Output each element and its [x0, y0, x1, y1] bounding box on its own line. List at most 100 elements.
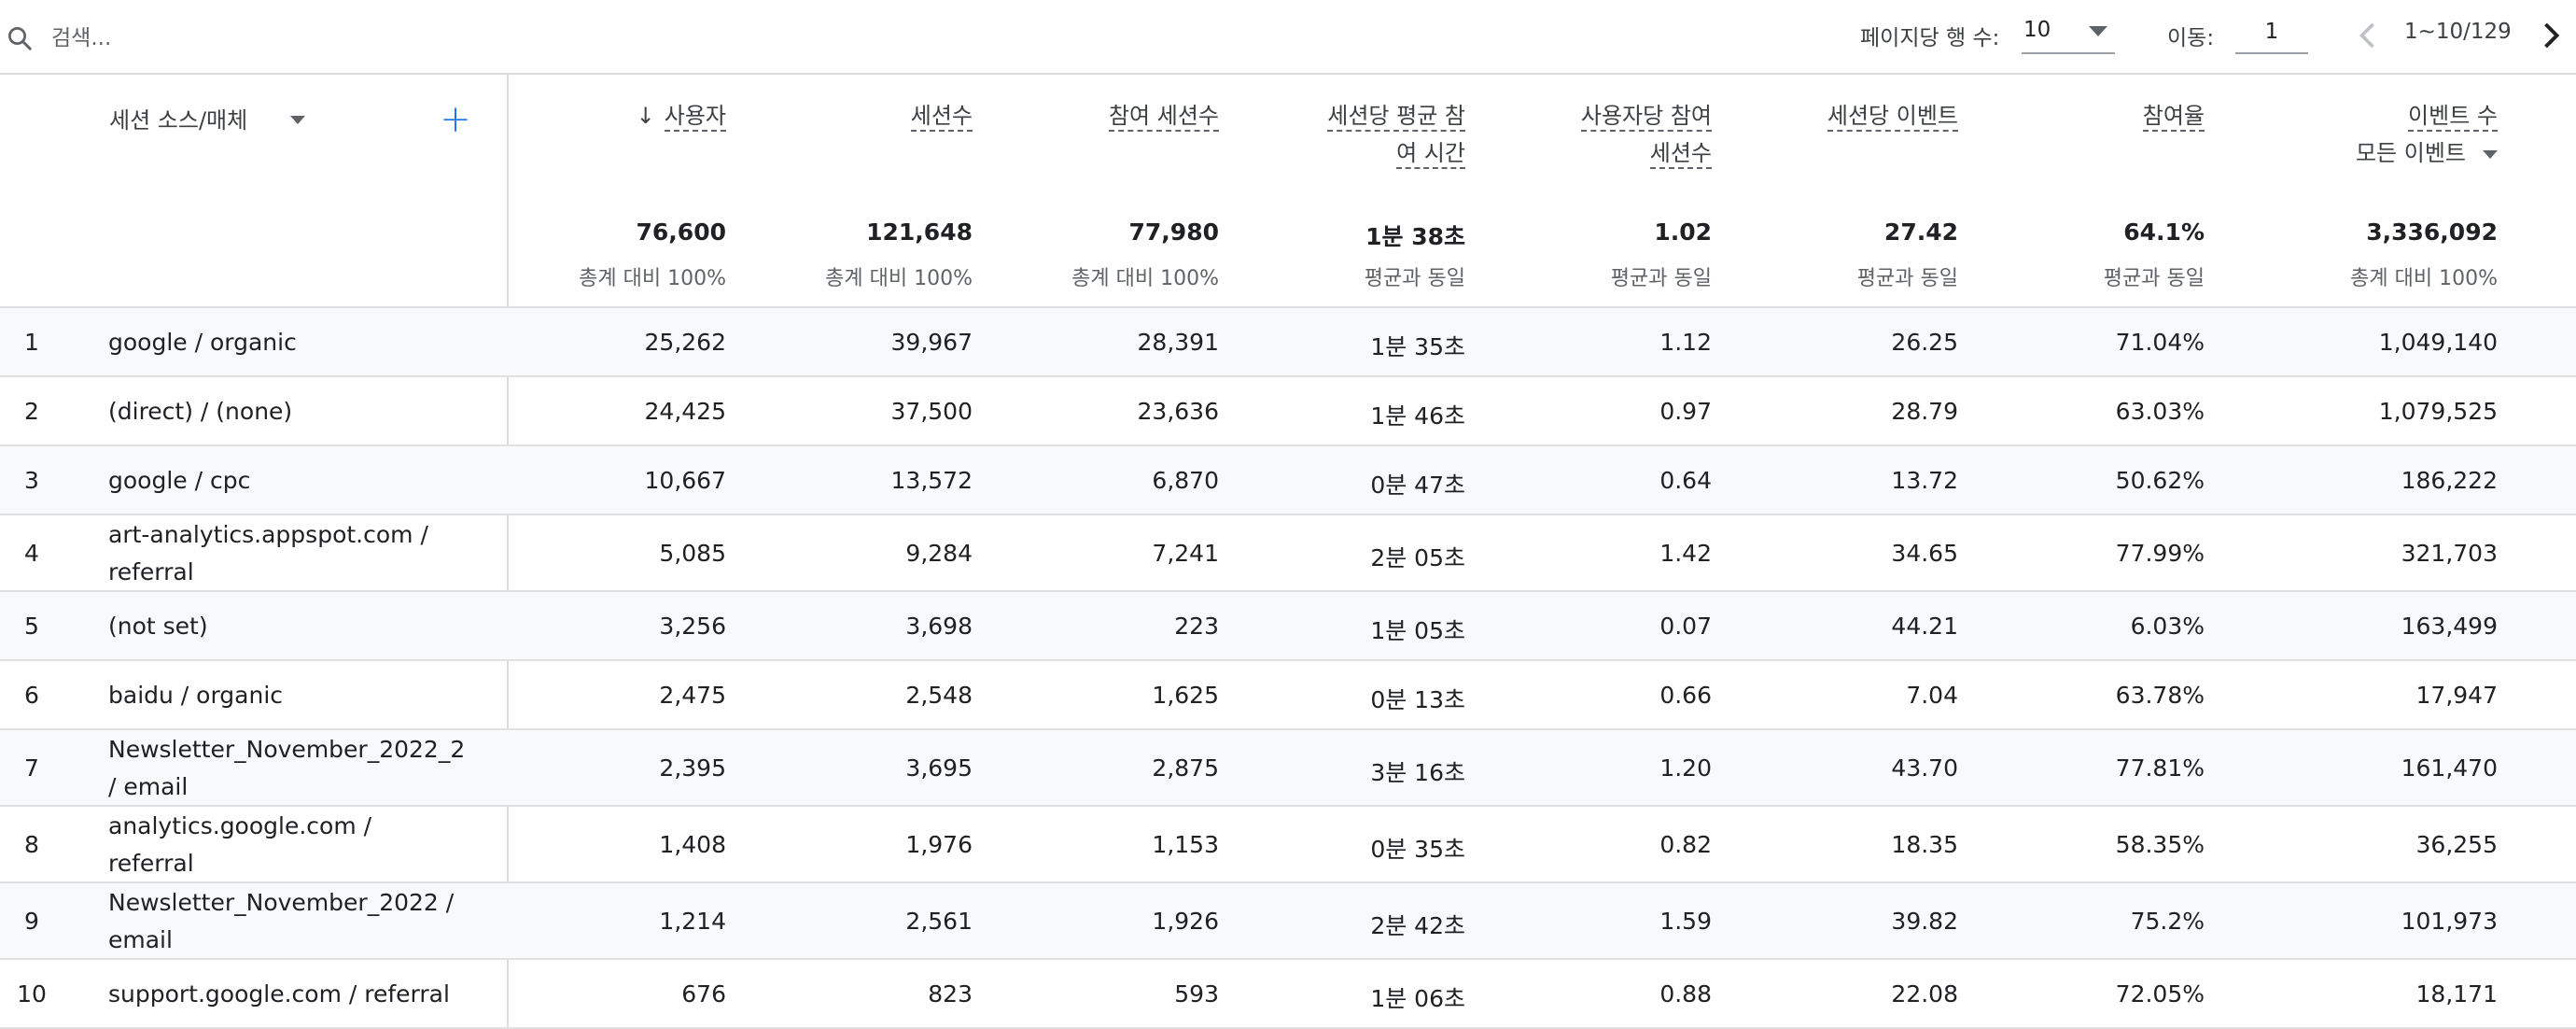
- row-dimension-value: art-analytics.appspot.com / referral: [108, 521, 428, 585]
- table-row[interactable]: 9 Newsletter_November_2022 /email 1,214 2,5…: [0, 881, 2576, 960]
- metric-cell: 63.78%: [2115, 682, 2205, 709]
- metric-cell: 13.72: [1891, 467, 1958, 494]
- metric-cell: 18,171: [2415, 980, 2498, 1008]
- arrow-down-icon[interactable]: ↓: [636, 103, 655, 129]
- goto-page-input[interactable]: [2235, 11, 2308, 54]
- metric-header-label: 참여율: [1981, 97, 2205, 134]
- metric-header-label: ↓ 사용자: [502, 97, 726, 134]
- metric-cell: 7.04: [1906, 682, 1958, 709]
- metric-header-label: 참여 세션수: [995, 97, 1219, 134]
- metric-header-label-line2: 여 시간: [1241, 134, 1465, 172]
- metric-header-3[interactable]: 참여 세션수: [995, 97, 1219, 134]
- rows-per-page-label: 페이지당 행 수:: [1860, 26, 2000, 50]
- metric-total-value: 76,600: [636, 218, 726, 246]
- metric-total-value: 121,648: [866, 218, 973, 246]
- metric-header-2[interactable]: 세션수: [749, 97, 973, 134]
- metric-cell: 6.03%: [2130, 613, 2205, 640]
- row-dimension-value: analytics.google.com / referral: [108, 812, 372, 877]
- dimension-dropdown-icon[interactable]: [290, 116, 305, 124]
- table-row[interactable]: 2 (direct) / (none) 24,425 37,500 23,636 1분 4…: [0, 375, 2576, 446]
- metric-total-subtext: 총계 대비 100%: [1071, 267, 1219, 290]
- metric-cell: 1,408: [659, 831, 726, 858]
- table-row[interactable]: 3 google / cpc 10,667 13,572 6,870 0분 47초 0.64…: [0, 444, 2576, 515]
- event-filter-value: 모든 이벤트: [2355, 140, 2466, 166]
- metric-cell: 823: [928, 980, 973, 1008]
- metric-cell: 3,698: [905, 613, 973, 640]
- metric-cell: 1.42: [1659, 540, 1712, 567]
- metric-total-subtext: 총계 대비 100%: [579, 267, 726, 290]
- dropdown-caret-icon: [2483, 149, 2498, 159]
- chevron-right-icon[interactable]: [2533, 17, 2567, 54]
- chevron-left-icon[interactable]: [2352, 17, 2386, 54]
- metric-cell: 28.79: [1891, 398, 1958, 425]
- search-input[interactable]: 검색...: [51, 26, 112, 50]
- metric-cell: 0분 47초: [1370, 472, 1465, 499]
- metric-cell: 39,967: [890, 329, 973, 356]
- toolbar-divider: [0, 73, 2576, 75]
- event-filter-select[interactable]: 모든 이벤트: [2274, 134, 2498, 172]
- metric-total-subtext: 총계 대비 100%: [2350, 267, 2498, 290]
- metric-cell: 186,222: [2401, 467, 2498, 494]
- table-bottom-divider: [0, 1027, 2576, 1029]
- metric-cell: 36,255: [2415, 831, 2498, 858]
- row-number: 3: [24, 467, 39, 494]
- metric-cell: 5,085: [659, 540, 726, 567]
- table-row[interactable]: 8 analytics.google.com / referral 1,408 1,97…: [0, 805, 2576, 883]
- metric-header-text: 사용자: [664, 103, 726, 132]
- metric-header-label: 이벤트 수: [2274, 97, 2498, 134]
- metric-cell: 1,049,140: [2378, 329, 2498, 356]
- metric-header-7[interactable]: 참여율: [1981, 97, 2205, 134]
- metric-cell: 2분 05초: [1370, 544, 1465, 571]
- metric-header-text: 세션당 평균 참: [1327, 103, 1465, 132]
- metric-header-text: 참여율: [2142, 103, 2205, 132]
- row-number: 5: [24, 613, 39, 640]
- metric-cell: 1.59: [1659, 908, 1712, 935]
- table-row[interactable]: 1 google / organic 25,262 39,967 28,391 1분 35…: [0, 306, 2576, 377]
- metric-cell: 77.99%: [2115, 540, 2205, 567]
- metric-cell: 13,572: [890, 467, 973, 494]
- metric-cell: 0.07: [1659, 613, 1712, 640]
- table-row[interactable]: 6 baidu / organic 2,475 2,548 1,625 0분 13초 0.6…: [0, 659, 2576, 730]
- metric-header-text: 사용자당 참여: [1580, 103, 1712, 132]
- metric-cell: 223: [1174, 613, 1219, 640]
- metric-header-label: 세션수: [749, 97, 973, 134]
- metric-total-value: 27.42: [1883, 218, 1958, 246]
- metric-cell: 43.70: [1891, 754, 1958, 782]
- metric-cell: 3,256: [659, 613, 726, 640]
- metric-cell: 63.03%: [2115, 398, 2205, 425]
- row-dimension-value: google / organic: [108, 329, 297, 356]
- metric-header-6[interactable]: 세션당 이벤트: [1734, 97, 1958, 134]
- metric-header-label: 사용자당 참여: [1488, 97, 1712, 134]
- metric-cell: 7,241: [1152, 540, 1219, 567]
- add-dimension-button[interactable]: +: [440, 98, 471, 141]
- table-row[interactable]: 5 (not set) 3,256 3,698 223 1분 05초 0.07 44.21 6.…: [0, 590, 2576, 661]
- row-dimension-value: google / cpc: [108, 467, 251, 494]
- metric-cell: 101,973: [2401, 908, 2498, 935]
- row-dimension-value: Newsletter_November_2022 /email: [108, 889, 455, 953]
- metric-cell: 163,499: [2401, 613, 2498, 640]
- metric-header-1[interactable]: ↓ 사용자: [502, 97, 726, 134]
- row-dimension-value: (not set): [108, 613, 208, 640]
- metric-cell: 50.62%: [2115, 467, 2205, 494]
- metric-header-label-line2: 세션수: [1488, 134, 1712, 172]
- metric-cell: 1,976: [905, 831, 973, 858]
- metric-cell: 1,079,525: [2378, 398, 2498, 425]
- metric-header-5[interactable]: 사용자당 참여 세션수: [1488, 97, 1712, 172]
- table-row[interactable]: 10 support.google.com / referral 676 823 593…: [0, 958, 2576, 1029]
- row-dimension-value: baidu / organic: [108, 682, 284, 709]
- metric-total-value: 3,336,092: [2366, 218, 2498, 246]
- dimension-header[interactable]: 세션 소스/매체: [109, 107, 248, 134]
- rows-per-page-select[interactable]: 10: [2022, 13, 2115, 54]
- row-number: 10: [17, 980, 47, 1008]
- row-dimension-value: support.google.com / referral: [108, 980, 450, 1008]
- metric-cell: 2,395: [659, 754, 726, 782]
- metric-cell: 44.21: [1891, 613, 1958, 640]
- metric-cell: 10,667: [644, 467, 726, 494]
- metric-cell: 18.35: [1891, 831, 1958, 858]
- metric-cell: 1분 05초: [1370, 617, 1465, 644]
- table-row[interactable]: 4 art-analytics.appspot.com / referral 5,08…: [0, 514, 2576, 592]
- table-row[interactable]: 7 Newsletter_November_2022_2/ email 2,395 3…: [0, 728, 2576, 807]
- search-icon[interactable]: [6, 24, 34, 52]
